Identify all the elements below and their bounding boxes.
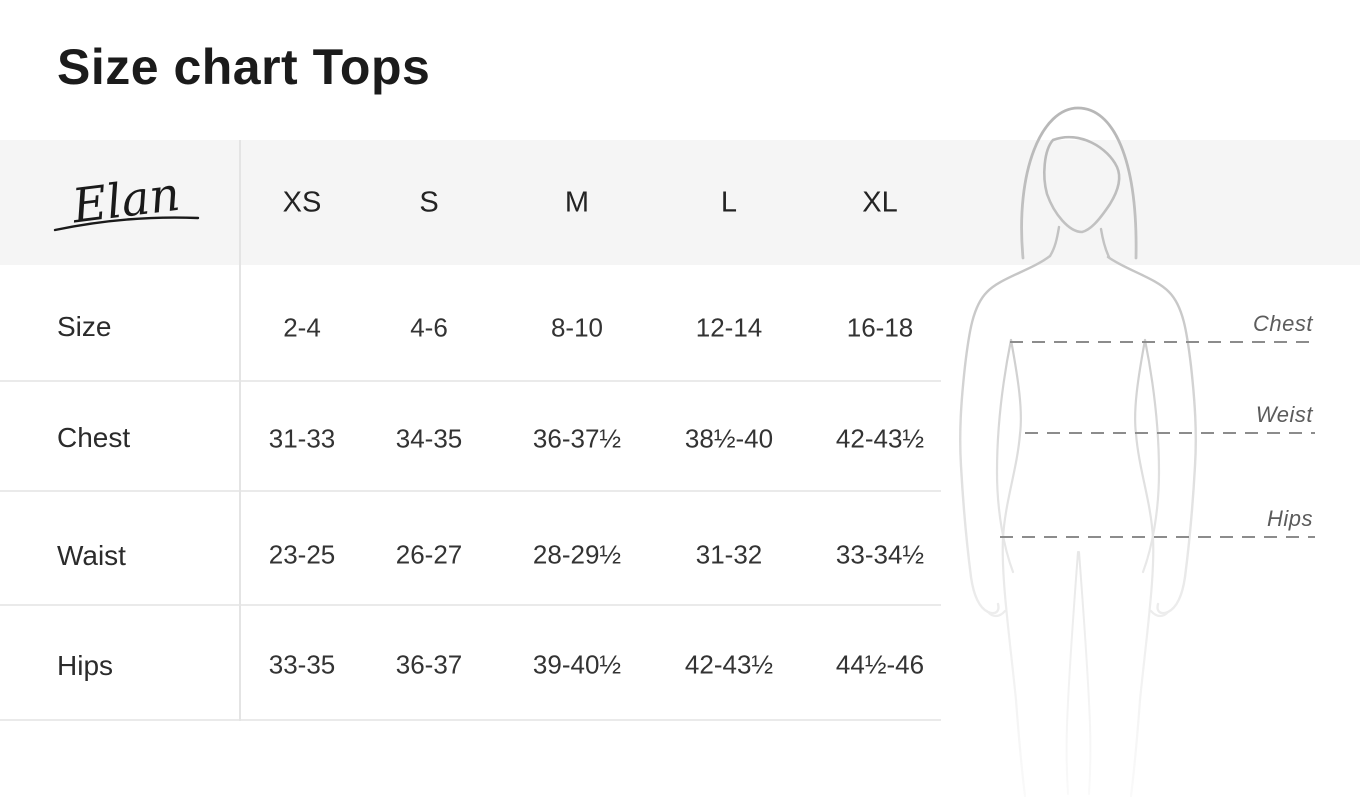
row-label-hips: Hips	[57, 650, 114, 681]
figure-torso-left	[1001, 338, 1027, 798]
figure-inner-leg-right	[1078, 551, 1092, 795]
table-cell: 28-29½	[532, 539, 622, 570]
table-cell: 16-18	[846, 312, 914, 343]
figure-torso-right	[1129, 338, 1155, 798]
table-cell: 23-25	[268, 539, 336, 570]
figure-face	[1043, 135, 1121, 234]
row-label-waist: Waist	[57, 540, 126, 571]
size-column-header-m: M	[564, 186, 590, 219]
table-cell: 31-33	[268, 423, 336, 454]
table-cell: 34-35	[395, 423, 463, 454]
table-cell: 38½-40	[684, 423, 774, 454]
table-cell: 33-34½	[835, 539, 925, 570]
table-cell: 33-35	[268, 649, 336, 680]
row-separator	[0, 604, 941, 606]
figure-inner-leg-left	[1065, 551, 1079, 795]
size-column-header-l: L	[720, 186, 738, 219]
figure-hand-right	[1149, 609, 1170, 618]
row-separator	[0, 380, 941, 382]
row-separator	[0, 490, 941, 492]
figure-hair	[1020, 106, 1138, 260]
table-cell: 8-10	[550, 312, 604, 343]
brand-logo: Elan	[53, 167, 200, 235]
table-cell: 44½-46	[835, 649, 925, 680]
figure-arm-right	[1106, 255, 1197, 615]
figure-inner-arm-right	[1141, 338, 1161, 574]
figure-neck-right	[1099, 227, 1111, 259]
size-column-header-s: S	[419, 186, 439, 219]
table-cell: 12-14	[695, 312, 763, 343]
figure-neck-left	[1048, 225, 1061, 258]
page-title: Size chart Tops	[57, 39, 431, 95]
brand-logo-underline	[53, 216, 200, 232]
chest-measure-label: Chest	[1253, 311, 1313, 336]
row-separator	[0, 719, 941, 721]
column-separator	[239, 140, 241, 721]
row-label-size: Size	[57, 311, 112, 342]
table-cell: 36-37	[395, 649, 463, 680]
row-label-chest: Chest	[57, 422, 131, 453]
table-cell: 26-27	[395, 539, 463, 570]
table-cell: 2-4	[283, 312, 321, 343]
size-column-header-xl: XL	[862, 186, 898, 219]
waist-measure-label: Weist	[1255, 402, 1313, 427]
table-cell: 31-32	[695, 539, 763, 570]
figure-hand-left	[986, 609, 1007, 618]
table-cell: 42-43½	[835, 423, 925, 454]
table-cell: 42-43½	[684, 649, 774, 680]
table-cell: 39-40½	[532, 649, 622, 680]
hips-measure-label: Hips	[1266, 506, 1313, 531]
table-cell: 36-37½	[532, 423, 622, 454]
figure-inner-arm-left	[995, 338, 1015, 574]
figure-arm-left	[959, 254, 1052, 615]
female-body-outline-illustration	[959, 106, 1315, 798]
table-cell: 4-6	[410, 312, 448, 343]
size-column-header-xs: XS	[282, 186, 322, 219]
